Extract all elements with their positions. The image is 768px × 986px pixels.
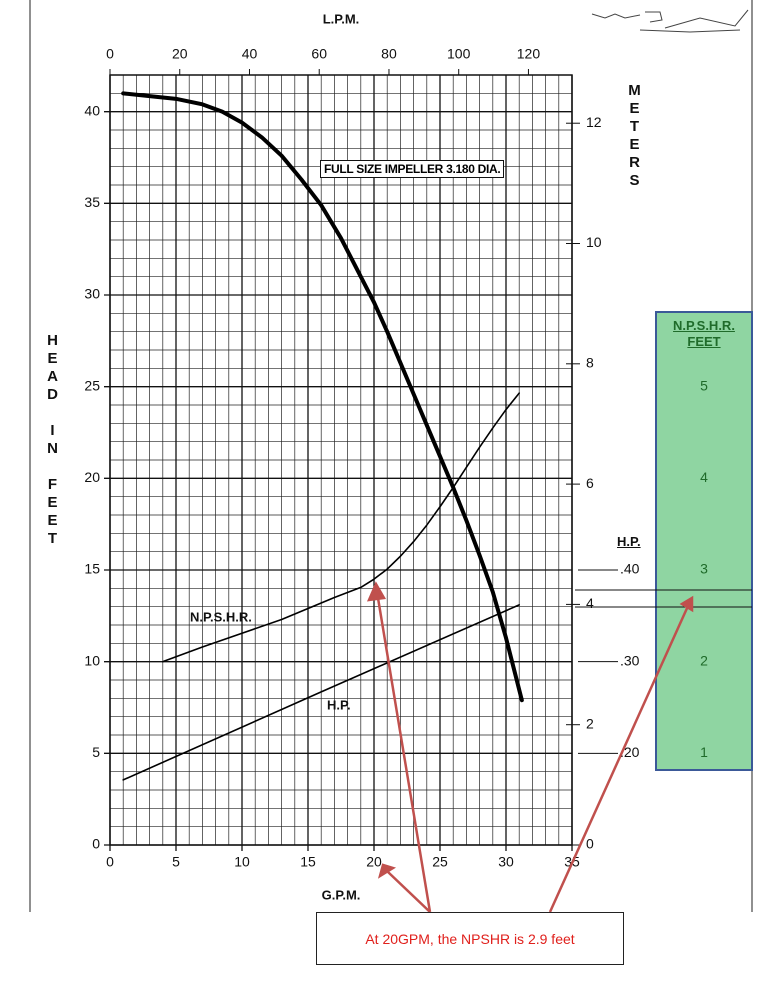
x-tick-label: 25 xyxy=(432,854,448,870)
y2-tick-label: 6 xyxy=(586,475,594,491)
x-tick-label: 10 xyxy=(234,854,250,870)
y4-tick-label: 2 xyxy=(700,652,708,668)
y-tick-label: 5 xyxy=(92,744,100,760)
x2-tick-label: 0 xyxy=(106,46,114,62)
plot-frame xyxy=(109,74,573,846)
y4-tick-label: 3 xyxy=(700,561,708,577)
series-line xyxy=(162,392,521,663)
x2-tick-label: 60 xyxy=(311,46,327,62)
y-tick-label: 40 xyxy=(84,102,100,118)
y4-axis-title: N.P.S.H.R. FEET xyxy=(673,318,735,349)
x-tick-label: 20 xyxy=(366,854,382,870)
y-tick-label: 25 xyxy=(84,377,100,393)
x-axis-title: G.P.M. xyxy=(322,887,361,902)
y-tick-label: 15 xyxy=(84,561,100,577)
series-line xyxy=(121,91,524,703)
y3-axis-title: H.P. xyxy=(617,534,641,549)
y2-tick-label: 10 xyxy=(586,234,602,250)
plot-area: 0 5 10 15 20 25 30 350 20 40 60 80 100 12005101520253… xyxy=(84,46,708,870)
annotation: At 20GPM, the NPSHR is 2.9 feet xyxy=(316,912,624,965)
x-tick-label: 0 xyxy=(106,854,114,870)
y-tick-label: 35 xyxy=(84,194,100,210)
x-tick-label: 15 xyxy=(300,854,316,870)
npshr-box xyxy=(655,311,753,771)
annotation-arrows xyxy=(366,581,694,913)
y4-tick-label: 1 xyxy=(700,744,708,760)
x2-tick-label: 120 xyxy=(517,46,541,62)
x2-tick-label: 40 xyxy=(242,46,258,62)
y2-axis-title: METERS xyxy=(626,82,643,190)
x2-tick-label: 80 xyxy=(381,46,397,62)
x2-axis-title: L.P.M. xyxy=(323,11,360,26)
y-tick-label: 30 xyxy=(84,286,100,302)
x-tick-label: 30 xyxy=(498,854,514,870)
y3-tick-label: .40 xyxy=(620,561,640,577)
y-axis-title: HEAD IN FEET xyxy=(44,332,61,548)
x2-tick-label: 100 xyxy=(447,46,471,62)
y4-tick-label: 4 xyxy=(700,469,708,485)
y-tick-label: 20 xyxy=(84,469,100,485)
y-tick-label: 10 xyxy=(84,652,100,668)
series-line xyxy=(122,604,521,781)
series-label: N.P.S.H.R. xyxy=(190,609,252,624)
y2-tick-label: 0 xyxy=(586,836,594,852)
y3-tick-label: .30 xyxy=(620,652,640,668)
series-label: H.P. xyxy=(327,697,351,712)
y-tick-label: 0 xyxy=(92,836,100,852)
x-tick-label: 5 xyxy=(172,854,180,870)
x2-tick-label: 20 xyxy=(172,46,188,62)
y2-tick-label: 4 xyxy=(586,595,594,611)
y2-tick-label: 8 xyxy=(586,355,594,371)
y4-tick-label: 5 xyxy=(700,377,708,393)
series-label: FULL SIZE IMPELLER 3.180 DIA. xyxy=(320,160,505,178)
sketch xyxy=(591,9,749,33)
y2-tick-label: 2 xyxy=(586,715,594,731)
y2-tick-label: 12 xyxy=(586,114,602,130)
